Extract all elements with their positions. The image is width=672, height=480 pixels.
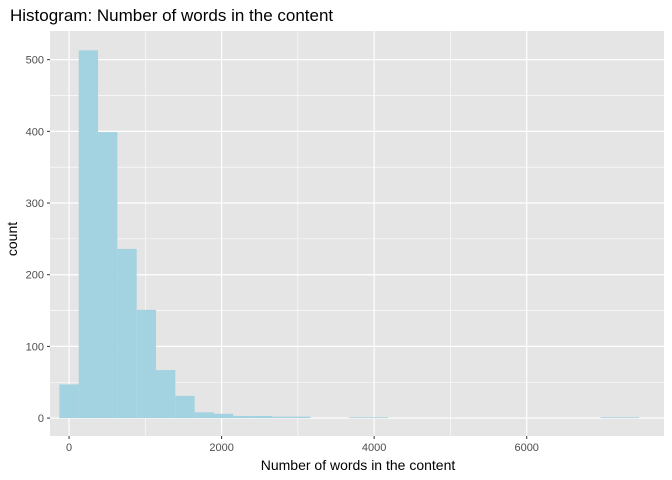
x-axis-ticks: 0 2000 4000 6000 bbox=[66, 436, 539, 454]
histogram-bar bbox=[291, 416, 311, 419]
histogram-bar bbox=[78, 50, 99, 419]
y-tick-label: 200 bbox=[26, 270, 44, 282]
y-tick-label: 300 bbox=[26, 198, 44, 210]
y-axis-title: count bbox=[4, 222, 20, 256]
histogram-bar bbox=[600, 417, 620, 419]
histogram-bar bbox=[59, 384, 79, 419]
x-tick-label: 0 bbox=[66, 442, 72, 454]
histogram-bar bbox=[349, 417, 369, 419]
histogram-bar bbox=[233, 415, 253, 419]
histogram-bar bbox=[252, 415, 272, 419]
y-tick-label: 400 bbox=[26, 126, 44, 138]
histogram-bar bbox=[213, 413, 234, 419]
chart-title: Histogram: Number of words in the conten… bbox=[10, 6, 333, 25]
x-tick-label: 2000 bbox=[209, 442, 233, 454]
x-tick-label: 4000 bbox=[362, 442, 386, 454]
histogram-bar bbox=[156, 370, 176, 419]
histogram-bar bbox=[98, 132, 118, 419]
x-tick-label: 6000 bbox=[514, 442, 538, 454]
histogram-bar bbox=[194, 412, 214, 419]
histogram-bar bbox=[175, 395, 195, 419]
histogram-bar bbox=[117, 248, 137, 419]
y-axis-ticks: 0 100 200 300 400 500 bbox=[26, 55, 50, 425]
histogram-bars bbox=[59, 50, 640, 419]
grid-major bbox=[50, 31, 664, 436]
histogram-bar bbox=[368, 417, 388, 419]
histogram-bar bbox=[271, 416, 292, 419]
histogram-bar bbox=[136, 309, 157, 419]
y-tick-label: 100 bbox=[26, 341, 44, 353]
histogram-bar bbox=[619, 417, 640, 419]
y-tick-label: 0 bbox=[38, 413, 44, 425]
x-axis-title: Number of words in the content bbox=[261, 457, 456, 473]
y-tick-label: 500 bbox=[26, 55, 44, 67]
